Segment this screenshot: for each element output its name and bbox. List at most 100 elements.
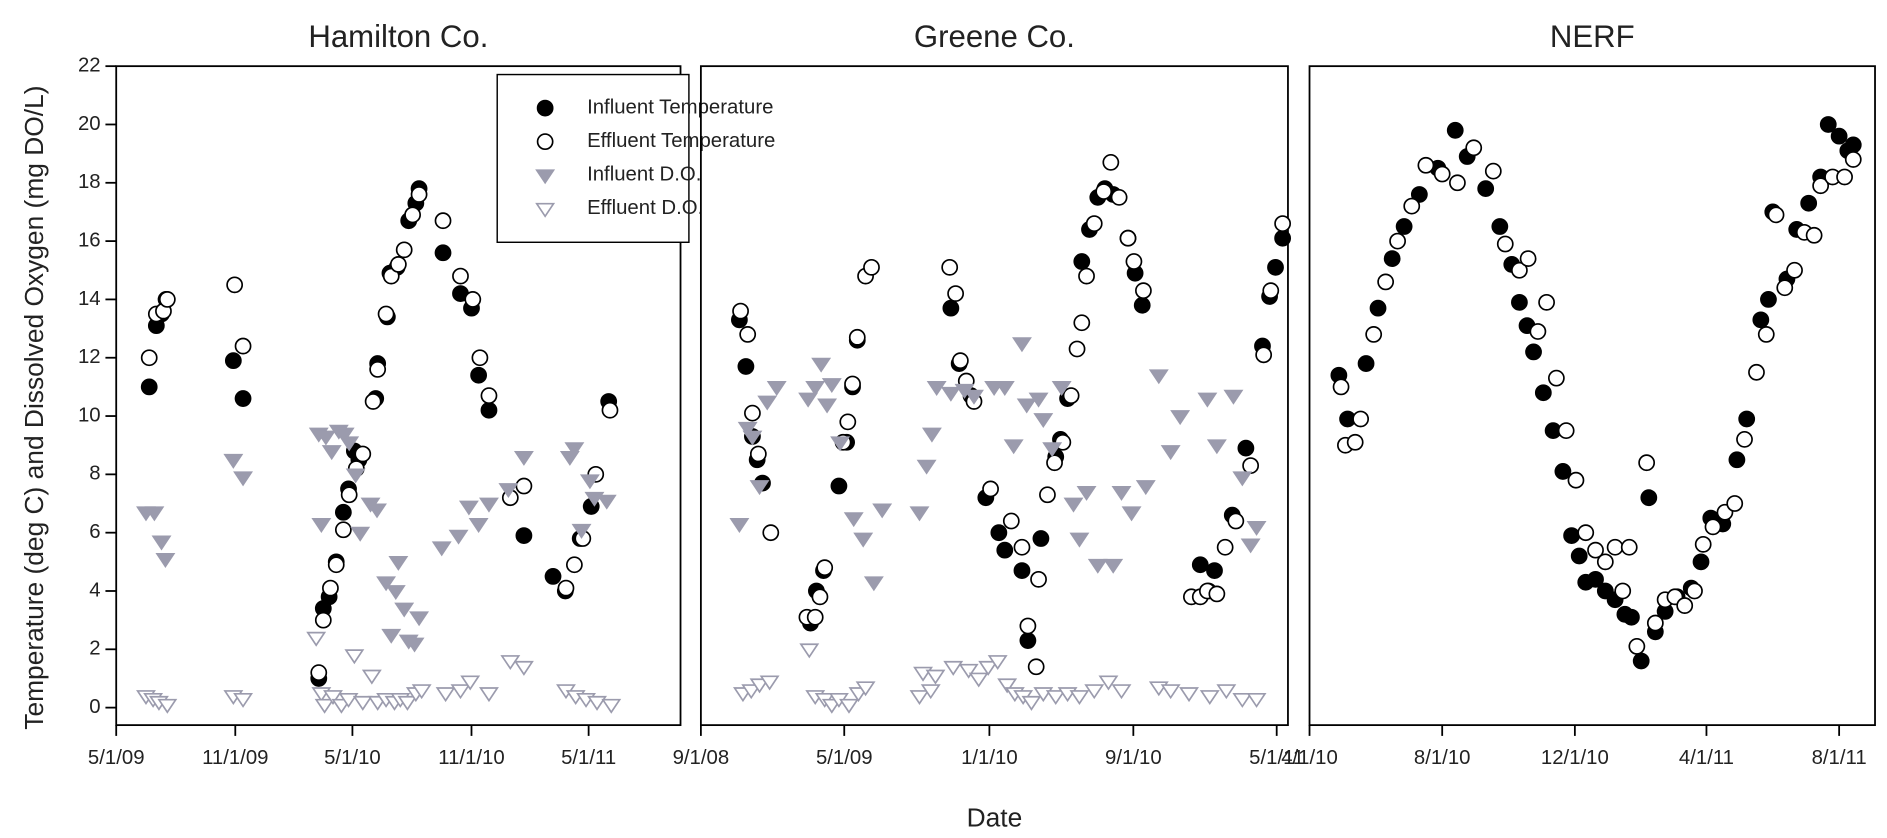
data-point bbox=[310, 664, 328, 682]
data-point bbox=[762, 524, 780, 542]
data-point bbox=[1246, 520, 1267, 536]
data-point bbox=[1045, 690, 1066, 706]
data-point bbox=[1519, 250, 1537, 267]
data-point bbox=[987, 655, 1008, 671]
x-tick-label: 5/1/09 bbox=[816, 747, 873, 769]
data-point bbox=[1073, 314, 1091, 332]
data-point bbox=[1736, 430, 1753, 448]
data-point bbox=[1274, 229, 1292, 247]
data-point bbox=[1417, 156, 1435, 174]
data-point bbox=[1403, 197, 1421, 215]
data-point bbox=[1623, 608, 1640, 626]
data-point bbox=[1614, 582, 1632, 600]
data-point bbox=[805, 381, 826, 396]
data-point bbox=[1232, 693, 1253, 708]
data-point bbox=[1332, 378, 1350, 396]
data-point bbox=[234, 390, 252, 407]
data-point bbox=[1160, 445, 1181, 461]
data-point bbox=[1199, 690, 1220, 706]
legend-label: Effluent D.O. bbox=[587, 197, 703, 219]
data-point bbox=[1830, 127, 1848, 145]
data-point bbox=[395, 241, 413, 259]
data-point bbox=[339, 436, 360, 452]
data-point bbox=[1694, 535, 1712, 553]
data-point bbox=[1073, 253, 1091, 270]
data-point bbox=[749, 480, 770, 496]
data-point bbox=[997, 678, 1018, 694]
data-point bbox=[1021, 695, 1042, 711]
data-point bbox=[757, 395, 778, 411]
data-point bbox=[1836, 168, 1853, 186]
data-point bbox=[982, 480, 999, 498]
data-point bbox=[942, 299, 960, 317]
data-point bbox=[1216, 684, 1237, 700]
data-point bbox=[223, 453, 244, 469]
data-point bbox=[1016, 398, 1037, 414]
data-point bbox=[1547, 369, 1565, 387]
data-point bbox=[1170, 410, 1191, 426]
data-point bbox=[1346, 433, 1364, 451]
data-point bbox=[140, 378, 158, 396]
data-point bbox=[1085, 215, 1103, 232]
data-point bbox=[155, 553, 176, 568]
panel-title: Hamilton Co. bbox=[308, 19, 488, 54]
data-point bbox=[1433, 165, 1451, 183]
data-point bbox=[978, 660, 999, 676]
data-point bbox=[1511, 293, 1528, 311]
data-point bbox=[1628, 638, 1646, 655]
data-point bbox=[354, 445, 372, 463]
data-point bbox=[1786, 261, 1803, 279]
data-point bbox=[1028, 392, 1049, 408]
data-point bbox=[1206, 439, 1227, 455]
data-point bbox=[741, 684, 762, 700]
data-point bbox=[799, 643, 820, 659]
x-tick-label: 11/1/09 bbox=[202, 747, 268, 769]
data-point bbox=[863, 576, 884, 592]
data-point bbox=[1013, 538, 1031, 556]
data-point bbox=[925, 669, 946, 685]
y-tick-label: 8 bbox=[89, 463, 100, 485]
data-point bbox=[377, 305, 395, 323]
data-point bbox=[964, 389, 984, 405]
data-point bbox=[1032, 530, 1050, 547]
data-point bbox=[411, 684, 432, 700]
data-point bbox=[434, 244, 452, 262]
data-point bbox=[1103, 558, 1124, 574]
x-tick-label: 5/1/09 bbox=[88, 747, 145, 769]
data-point bbox=[587, 695, 607, 711]
data-point bbox=[1389, 232, 1406, 250]
data-point bbox=[1240, 538, 1261, 554]
data-point bbox=[233, 693, 254, 708]
data-point bbox=[361, 669, 382, 685]
data-point bbox=[1191, 556, 1209, 574]
data-point bbox=[338, 693, 359, 708]
data-point bbox=[1383, 250, 1401, 267]
data-point bbox=[798, 392, 819, 408]
data-point bbox=[990, 524, 1008, 542]
y-tick-label: 16 bbox=[78, 229, 101, 251]
data-point bbox=[766, 381, 787, 396]
data-point bbox=[1223, 389, 1244, 405]
data-point bbox=[1121, 506, 1142, 522]
data-point bbox=[1587, 570, 1604, 588]
data-point bbox=[311, 518, 332, 533]
data-point bbox=[1208, 585, 1226, 603]
data-point bbox=[1255, 346, 1273, 364]
data-point bbox=[234, 337, 252, 355]
legend-label: Influent Temperature bbox=[587, 96, 773, 118]
data-point bbox=[468, 518, 489, 533]
data-point bbox=[381, 628, 402, 644]
data-point bbox=[1812, 177, 1830, 195]
data-point bbox=[471, 349, 489, 367]
data-point bbox=[322, 579, 339, 597]
data-point bbox=[806, 608, 824, 626]
data-point bbox=[1242, 457, 1260, 475]
legend-marker bbox=[536, 99, 554, 117]
data-point bbox=[1012, 337, 1032, 353]
panel-title: Greene Co. bbox=[914, 19, 1075, 54]
x-tick-label: 1/1/10 bbox=[961, 747, 1018, 769]
data-point bbox=[364, 393, 382, 410]
data-point bbox=[1554, 463, 1572, 480]
data-point bbox=[1844, 136, 1862, 154]
